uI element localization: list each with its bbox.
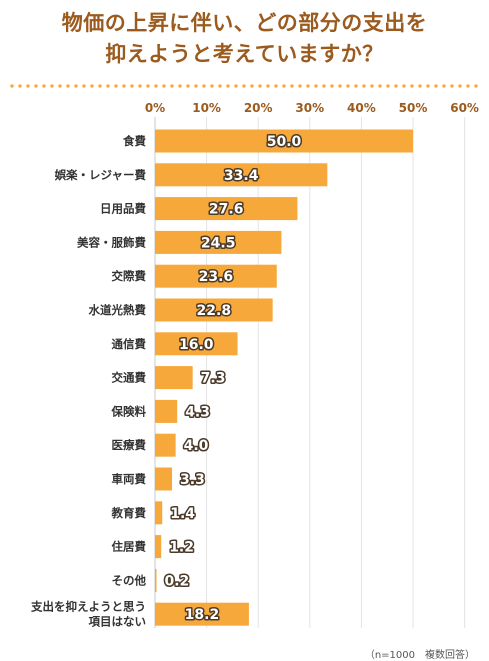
value-label-12: 1.2 <box>169 540 194 556</box>
bar-3 <box>155 230 282 254</box>
value-label-6: 16.0 <box>179 337 214 353</box>
category-label-11: 教育費 <box>111 506 147 520</box>
category-label-3: 美容・服飾費 <box>77 235 146 249</box>
bar-0 <box>155 129 413 153</box>
bar-7 <box>155 366 193 390</box>
value-label-0: 50.0 <box>267 134 302 150</box>
category-label-2: 日用品費 <box>100 202 146 216</box>
category-label-6: 通信費 <box>112 337 147 351</box>
value-label-9: 4.0 <box>184 438 209 454</box>
value-label-2: 27.6 <box>209 202 244 218</box>
value-label-4: 23.6 <box>199 269 234 285</box>
category-label-7: 交通費 <box>112 371 147 385</box>
bar-13 <box>155 568 157 592</box>
bar-11 <box>155 501 163 525</box>
bar-12 <box>155 535 162 559</box>
chart-title-line-2: 抑えようと考えていますか？ <box>105 42 384 66</box>
chart-title: 物価の上昇に伴い、どの部分の支出を 抑えようと考えていますか？ <box>0 8 489 70</box>
tick-label-5: 50% <box>399 101 428 115</box>
category-label-14-line-0: 支出を抑えようと思う <box>30 600 146 614</box>
tick-label-6: 60% <box>450 101 479 115</box>
chart-title-line-1: 物価の上昇に伴い、どの部分の支出を <box>61 11 428 35</box>
category-label-10: 車両費 <box>112 472 147 486</box>
tick-label-1: 10% <box>192 101 221 115</box>
category-label-12: 住居費 <box>112 540 147 554</box>
bar-5 <box>155 298 273 322</box>
category-label-13: その他 <box>112 573 147 587</box>
bar-1 <box>155 163 328 187</box>
value-label-14: 18.2 <box>185 607 220 623</box>
category-label-1: 娯楽・レジャー費 <box>55 168 147 182</box>
bar-14 <box>155 602 249 626</box>
category-label-5: 水道光熱費 <box>89 303 147 317</box>
bar-4 <box>155 264 277 288</box>
bar-6 <box>155 332 238 356</box>
bar-9 <box>155 433 176 457</box>
value-label-10: 3.3 <box>180 472 205 488</box>
category-label-9: 医療費 <box>112 438 147 452</box>
value-label-7: 7.3 <box>201 371 226 387</box>
tick-label-4: 40% <box>347 101 376 115</box>
category-label-8: 保険料 <box>111 404 147 418</box>
value-label-3: 24.5 <box>201 235 236 251</box>
bar-8 <box>155 399 178 423</box>
bar-10 <box>155 467 173 491</box>
value-label-11: 1.4 <box>170 506 195 522</box>
dotted-divider <box>8 84 481 88</box>
tick-label-2: 20% <box>244 101 273 115</box>
category-label-0: 食費 <box>123 134 146 148</box>
bar-2 <box>155 197 298 221</box>
value-label-13: 0.2 <box>165 573 190 589</box>
value-label-1: 33.4 <box>224 168 259 184</box>
sample-note: （n=1000 複数回答） <box>364 650 475 661</box>
tick-label-3: 30% <box>295 101 324 115</box>
tick-label-0: 0% <box>145 101 165 115</box>
value-label-5: 22.8 <box>197 303 232 319</box>
category-label-14-line-1: 項目はない <box>89 615 147 629</box>
value-label-8: 4.3 <box>185 404 210 420</box>
category-label-4: 交際費 <box>112 269 147 283</box>
